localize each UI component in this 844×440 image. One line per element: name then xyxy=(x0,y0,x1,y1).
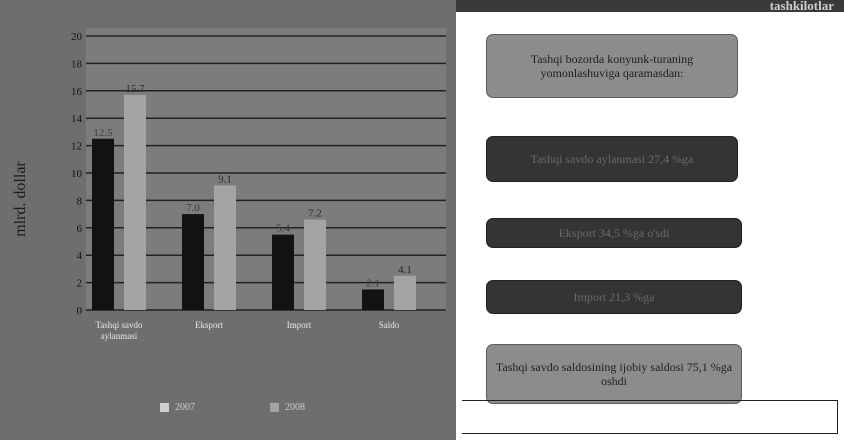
y-tick-label: 20 xyxy=(71,31,83,43)
info-box-balance-text: Tashqi savdo saldosining ijobiy saldosi … xyxy=(495,360,733,388)
bar-2008-3 xyxy=(394,275,416,310)
y-tick-label: 14 xyxy=(71,113,83,125)
info-box-export-text: Eksport 34,5 %ga o'sdi xyxy=(558,226,670,240)
data-label: 9.1 xyxy=(218,173,232,185)
info-box-intro-text: Tashqi bozorda konyunk-turaning yomonlas… xyxy=(530,52,694,80)
data-label: 7.0 xyxy=(186,202,200,214)
bar-2007-0 xyxy=(92,138,114,310)
y-tick-label: 6 xyxy=(77,223,83,235)
top-strip: tashkilotlar xyxy=(456,0,844,13)
y-tick-label: 12 xyxy=(71,141,82,153)
bar-2008-1 xyxy=(214,185,236,310)
data-label: 15.7 xyxy=(125,83,145,95)
info-box-trade-turnover-text: Tashqi savdo aylanmasi 27,4 %ga xyxy=(530,152,694,166)
y-tick-label: 2 xyxy=(77,278,83,290)
y-tick-label: 16 xyxy=(71,86,83,98)
chart-panel: 0 2 4 6 8 10 12 14 16 18 20 12.5 15.7 7.0 9.1 5.4 7.2 2.1… xyxy=(0,0,456,440)
header-title: tashkilotlar xyxy=(769,0,834,13)
bar-2007-1 xyxy=(182,214,204,310)
info-box-import: Import 21,3 %ga xyxy=(486,280,742,314)
info-box-import-text: Import 21,3 %ga xyxy=(573,290,655,304)
bar-2008-0 xyxy=(124,94,146,310)
x-tick-label: Tashqi savdo aylanmasi xyxy=(95,320,143,341)
bar-2008-2 xyxy=(304,219,326,310)
info-box-export: Eksport 34,5 %ga o'sdi xyxy=(486,218,742,248)
y-tick-label: 8 xyxy=(77,195,83,207)
y-tick-label: 18 xyxy=(71,58,83,70)
legend-label: 2007 xyxy=(175,402,195,413)
x-tick-label: Import xyxy=(286,320,312,330)
info-box-balance: Tashqi savdo saldosining ijobiy saldosi … xyxy=(486,344,742,404)
x-tick-label: Eksport xyxy=(195,320,223,330)
decorative-frame xyxy=(462,400,838,434)
data-label: 5.4 xyxy=(276,223,290,235)
y-tick-label: 10 xyxy=(71,168,83,180)
legend-swatch xyxy=(160,403,169,412)
y-axis-label: mlrd. dollar xyxy=(12,161,29,237)
data-label: 2.1 xyxy=(366,277,380,289)
info-box-intro: Tashqi bozorda konyunk-turaning yomonlas… xyxy=(486,34,738,98)
x-tick-label: Saldo xyxy=(378,320,400,330)
legend-swatch xyxy=(270,403,279,412)
y-tick-label: 0 xyxy=(77,305,83,317)
info-box-trade-turnover: Tashqi savdo aylanmasi 27,4 %ga xyxy=(486,136,738,182)
legend-label: 2008 xyxy=(285,402,305,413)
data-label: 12.5 xyxy=(93,127,113,139)
legend-item-2007: 2007 xyxy=(160,402,195,413)
data-label: 7.2 xyxy=(308,208,322,220)
bar-chart: 0 2 4 6 8 10 12 14 16 18 20 12.5 15.7 7.0 9.1 5.4 7.2 2.1… xyxy=(71,28,446,317)
bar-2007-2 xyxy=(272,234,294,310)
y-tick-label: 4 xyxy=(77,250,83,262)
legend-item-2008: 2008 xyxy=(270,402,305,413)
data-label: 4.1 xyxy=(398,264,412,276)
bar-2007-3 xyxy=(362,289,384,310)
